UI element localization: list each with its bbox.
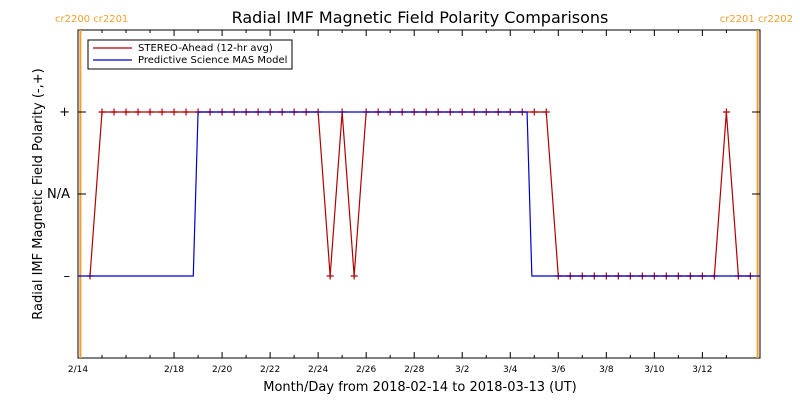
y-tick-label: + <box>59 105 70 120</box>
stereo-data-point <box>182 108 190 116</box>
y-axis-label: Radial IMF Magnetic Field Polarity (-,+) <box>31 68 46 319</box>
stereo-data-point <box>158 108 166 116</box>
x-tick-label: 2/22 <box>260 365 280 375</box>
carrington-label: cr2201 cr2202 <box>720 14 793 25</box>
carrington-label: cr2200 cr2201 <box>55 14 128 25</box>
stereo-data-point <box>146 108 154 116</box>
stereo-data-point <box>542 108 550 116</box>
x-tick-label: 3/2 <box>455 365 469 375</box>
stereo-data-point <box>122 108 130 116</box>
y-tick-label: – <box>64 269 71 284</box>
x-axis: 2/14 2/18 2/20 2/22 2/24 2/26 2/28 3/2 3/4 3/6 3/8… <box>68 30 727 375</box>
x-tick-label: 3/6 <box>551 365 566 375</box>
legend: STEREO-Ahead (12-hr avg) Predictive Scie… <box>87 39 293 70</box>
chart-title: Radial IMF Magnetic Field Polarity Compa… <box>232 8 609 27</box>
x-tick-label: 3/4 <box>503 365 518 375</box>
x-tick-label: 3/8 <box>599 365 614 375</box>
stereo-data-point <box>110 108 118 116</box>
stereo-data-point <box>530 108 538 116</box>
stereo-data-point <box>170 108 178 116</box>
plot-frame <box>77 29 761 359</box>
x-tick-label: 3/12 <box>692 365 712 375</box>
stereo-data-point <box>134 108 142 116</box>
legend-label-stereo: STEREO-Ahead (12-hr avg) <box>138 43 273 54</box>
y-tick-label: N/A <box>47 187 70 202</box>
legend-box <box>87 39 293 70</box>
x-tick-label: 3/10 <box>644 365 664 375</box>
x-tick-label: 2/14 <box>68 365 88 375</box>
mas-model-line <box>78 111 760 277</box>
stereo-data-point <box>98 108 106 116</box>
legend-label-model: Predictive Science MAS Model <box>138 55 287 66</box>
stereo-data-point <box>350 272 358 280</box>
x-axis-label: Month/Day from 2018-02-14 to 2018-03-13 … <box>263 380 576 395</box>
x-tick-label: 2/18 <box>164 365 184 375</box>
x-tick-label: 2/26 <box>356 365 376 375</box>
series-layer <box>78 108 760 280</box>
stereo-data-point <box>326 272 334 280</box>
y-axis: + N/A – <box>47 105 760 284</box>
stereo-ahead-line <box>89 111 751 277</box>
x-tick-label: 2/24 <box>308 365 328 375</box>
x-tick-label: 2/20 <box>212 365 232 375</box>
x-tick-label: 2/28 <box>404 365 424 375</box>
stereo-data-point <box>722 108 730 116</box>
